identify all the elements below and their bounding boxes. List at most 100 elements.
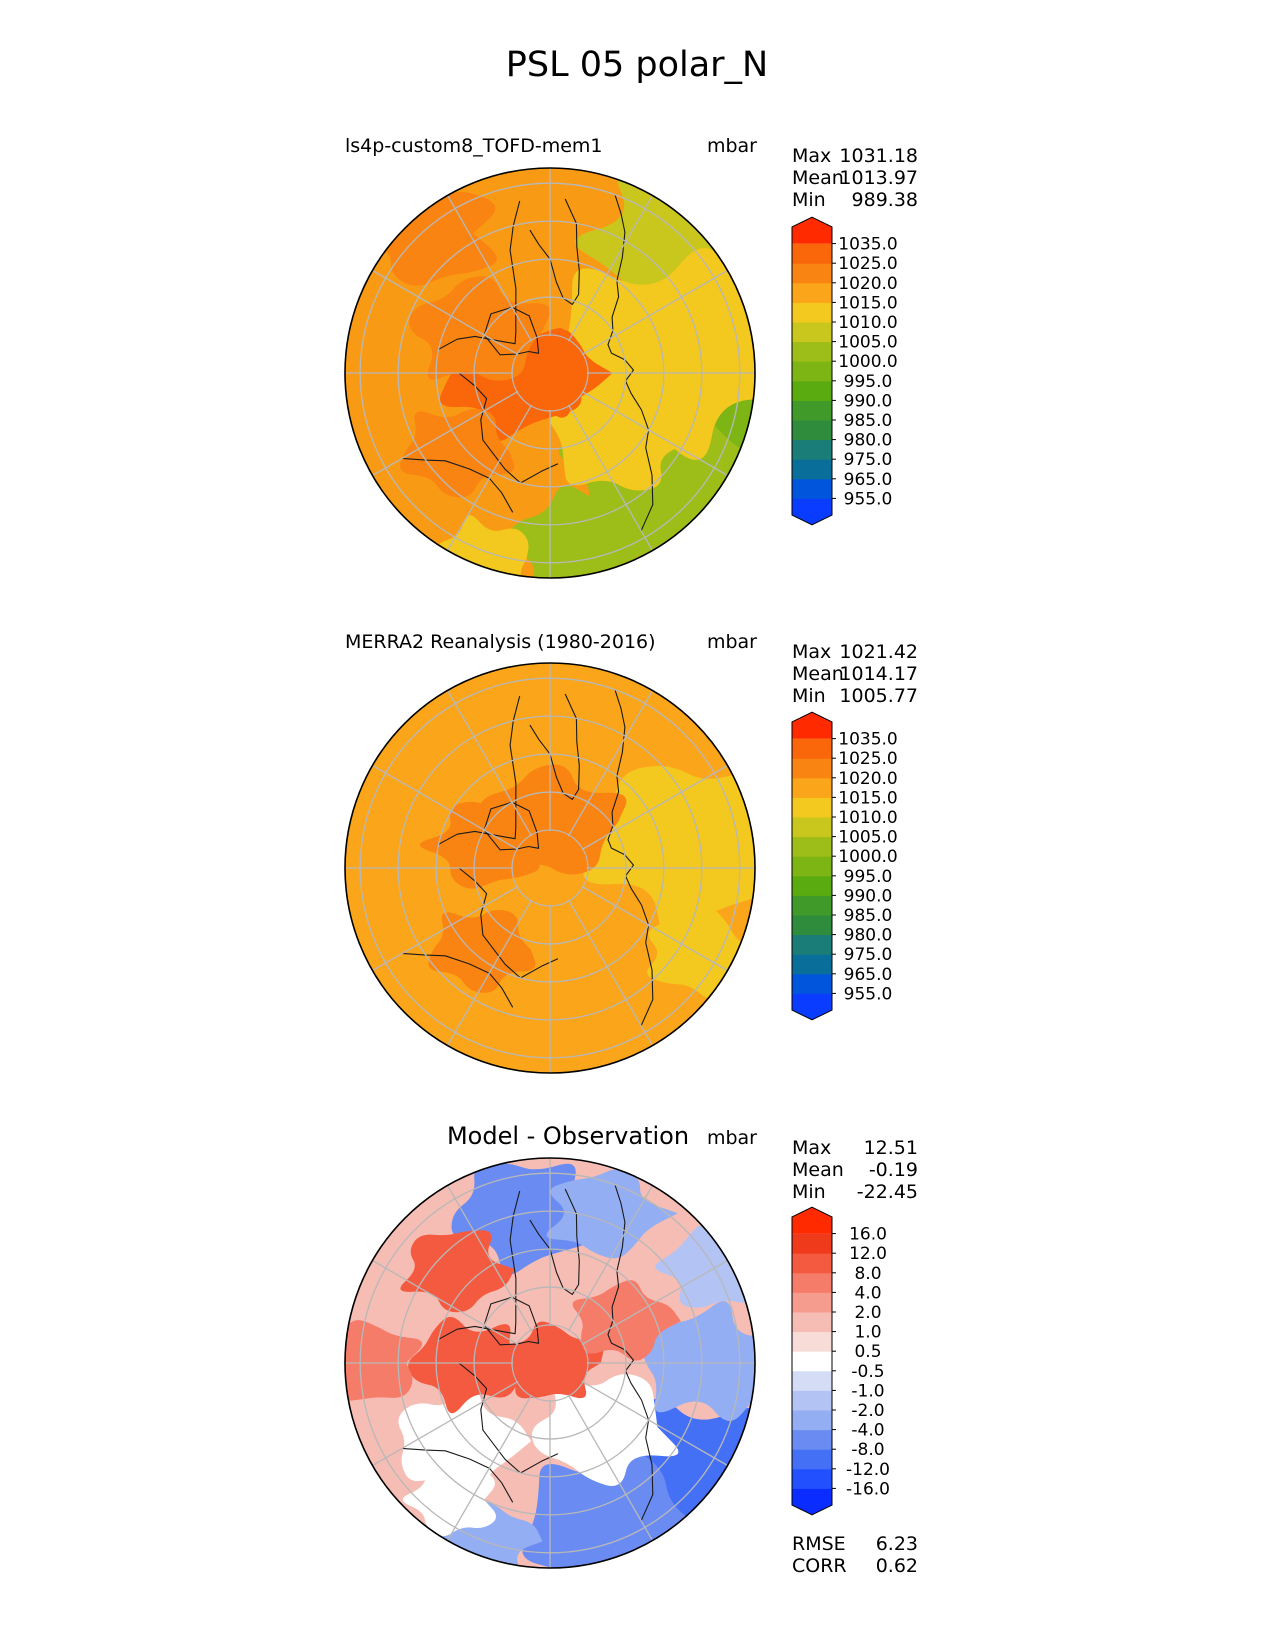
colorbar-swatch: [792, 934, 832, 955]
colorbar-tick-label: -8.0: [851, 1440, 884, 1460]
field-region: [400, 409, 515, 498]
meridian: [581, 390, 728, 477]
colorbar-tick-label: 955.0: [844, 489, 893, 509]
colorbar-swatch: [792, 439, 832, 460]
meridian: [446, 1185, 533, 1332]
meridian: [581, 885, 728, 972]
colorbar-tick-label: 1015.0: [838, 788, 897, 808]
stat-label: Mean: [792, 1159, 844, 1181]
units-label: mbar: [707, 135, 757, 157]
colorbar-extend-high: [792, 1207, 832, 1234]
metric-value: 6.23: [876, 1533, 918, 1555]
coastline: [529, 198, 580, 305]
stat-label: Min: [792, 685, 826, 707]
colorbar-tick-label: 16.0: [849, 1225, 887, 1245]
stat-value: -22.45: [857, 1181, 918, 1203]
colorbar-tick-label: 995.0: [844, 372, 893, 392]
meridian: [581, 764, 728, 851]
colorbar-tick-label: -1.0: [851, 1381, 884, 1401]
stat-value: 1005.77: [839, 685, 918, 707]
meridian: [372, 269, 519, 356]
colorbar-tick-label: 2.0: [854, 1303, 881, 1323]
colorbar-tick-label: -4.0: [851, 1421, 884, 1441]
colorbar-tick-label: 1020.0: [838, 274, 897, 294]
field-region: [549, 383, 699, 491]
colorbar-tick-label: 990.0: [844, 391, 893, 411]
colorbar-tick-label: -16.0: [846, 1479, 890, 1499]
meridian: [567, 690, 654, 837]
meridian: [372, 390, 519, 477]
field-region: [398, 1384, 532, 1496]
meridian: [446, 690, 533, 837]
colorbar-swatch: [792, 322, 832, 343]
colorbar-swatch: [792, 1351, 832, 1372]
colorbar-tick-label: 1035.0: [838, 235, 897, 255]
meridian: [581, 1380, 728, 1467]
coastline: [438, 695, 521, 845]
colorbar-tick-label: 955.0: [844, 984, 893, 1004]
panel-title: Model - Observation: [447, 1122, 689, 1150]
colorbar-tick-label: 1005.0: [838, 333, 897, 353]
stat-label: Min: [792, 1181, 826, 1203]
colorbar-swatch: [792, 836, 832, 857]
field-region: [499, 1321, 604, 1399]
colorbar-swatch: [792, 973, 832, 994]
metric-label: RMSE: [792, 1533, 846, 1555]
colorbar-swatch: [792, 758, 832, 779]
colorbar-tick-label: 1005.0: [838, 828, 897, 848]
colorbar-swatch: [792, 1410, 832, 1431]
stat-label: Mean: [792, 663, 844, 685]
meridian: [567, 1394, 654, 1541]
field-region: [400, 1230, 515, 1313]
stats-block: Max 12.51 Mean -0.19 Min -22.45: [792, 1137, 918, 1203]
meridian: [567, 899, 654, 1046]
coastline: [607, 1184, 654, 1522]
meridian: [372, 1259, 519, 1346]
colorbar-tick-label: 1025.0: [838, 254, 897, 274]
field-region: [431, 515, 529, 578]
colorbar-swatch: [792, 420, 832, 441]
colorbar-tick-label: 4.0: [854, 1283, 881, 1303]
stat-label: Min: [792, 189, 826, 211]
colorbar-swatch: [792, 1468, 832, 1489]
colorbar-swatch: [792, 459, 832, 480]
colorbar-outline: [791, 1206, 833, 1516]
coastline: [438, 1190, 521, 1340]
colorbar-tick-label: 985.0: [844, 906, 893, 926]
metrics-block: RMSE 6.23 CORR 0.62: [792, 1533, 918, 1577]
meridian: [581, 1259, 728, 1346]
field-region: [345, 1320, 423, 1402]
colorbar-swatch: [792, 1253, 832, 1274]
colorbar-tick-label: 1000.0: [838, 847, 897, 867]
colorbar-swatch: [792, 856, 832, 877]
meridian: [567, 404, 654, 551]
colorbar-swatch: [792, 1331, 832, 1352]
colorbar-swatch: [792, 243, 832, 264]
colorbar-tick-label: 975.0: [844, 450, 893, 470]
coastline: [529, 693, 580, 800]
polar-map: [344, 662, 756, 1074]
colorbar-swatch: [792, 875, 832, 896]
map-boundary: [344, 1157, 756, 1569]
colorbar-swatch: [792, 777, 832, 798]
colorbar: 955.0965.0975.0980.0985.0990.0995.01000.…: [791, 216, 898, 526]
colorbar-tick-label: 975.0: [844, 945, 893, 965]
colorbar-swatch: [792, 478, 832, 499]
field-region: [583, 765, 755, 936]
colorbar-swatch: [792, 797, 832, 818]
colorbar-swatch: [792, 302, 832, 323]
stat-label: Max: [792, 145, 831, 167]
colorbar-swatch: [792, 915, 832, 936]
colorbar: 955.0965.0975.0980.0985.0990.0995.01000.…: [791, 711, 898, 1021]
colorbar-tick-label: 1035.0: [838, 730, 897, 750]
colorbar-tick-label: -2.0: [851, 1401, 884, 1421]
colorbar-swatch: [792, 282, 832, 303]
colorbar-swatch: [792, 1429, 832, 1450]
colorbar-tick-label: 1000.0: [838, 352, 897, 372]
colorbar-swatch: [792, 263, 832, 284]
panel-title: MERRA2 Reanalysis (1980-2016): [345, 631, 656, 653]
meridian: [567, 1185, 654, 1332]
colorbar-tick-label: 1.0: [854, 1323, 881, 1343]
stat-value: 12.51: [864, 1137, 918, 1159]
stat-value: 1013.97: [839, 167, 918, 189]
